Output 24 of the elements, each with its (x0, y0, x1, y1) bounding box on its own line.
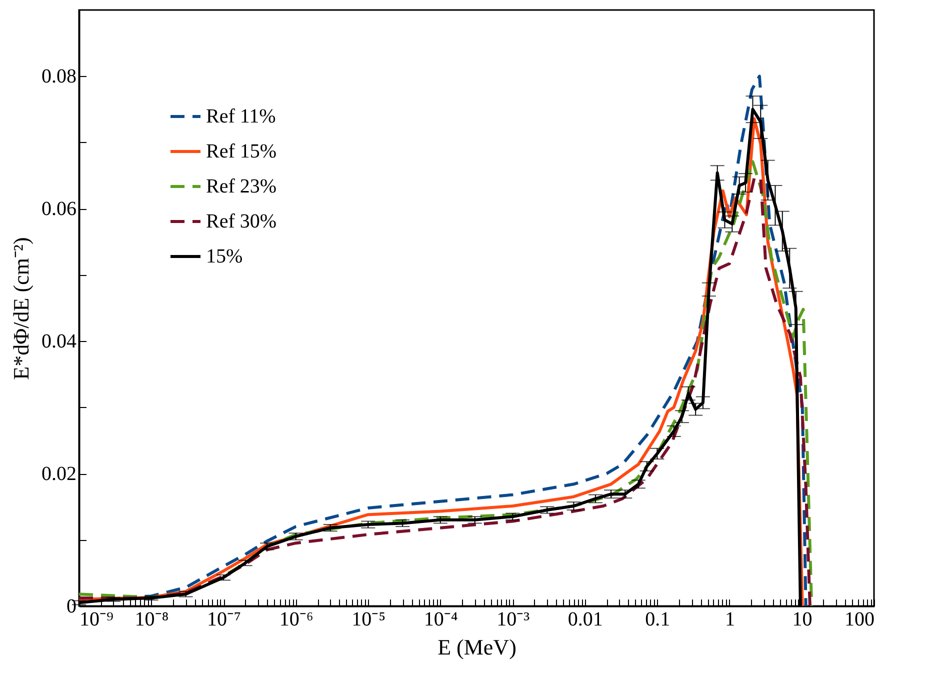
x-tick-label: 10⁻⁷ (207, 608, 242, 630)
x-tick-label: 10⁻⁴ (424, 608, 458, 630)
legend-label: Ref 11% (206, 106, 276, 128)
legend-label: Ref 30% (206, 210, 277, 232)
x-tick-label: 10 (792, 608, 812, 630)
x-tick-label: 10⁻⁹ (80, 608, 114, 630)
legend-label: Ref 15% (206, 140, 277, 162)
x-axis-title: E (MeV) (438, 634, 516, 660)
x-tick-label: 0.01 (568, 608, 603, 630)
x-tick-label: 10⁻⁵ (352, 608, 386, 630)
x-tick-label: 1 (724, 608, 735, 630)
y-tick-label: 0.06 (42, 198, 76, 220)
x-tick-label: 100 (844, 608, 874, 630)
y-tick-label: 0.02 (42, 463, 76, 486)
x-tick-label: 10⁻⁶ (279, 608, 314, 630)
x-tick-label: 0.1 (645, 608, 670, 630)
y-tick-label: 0 (66, 596, 76, 618)
legend-label: Ref 23% (206, 176, 277, 198)
x-tick-label: 10⁻³ (496, 608, 530, 630)
y-tick-label: 0.04 (42, 330, 76, 353)
y-axis-title: E*dΦ/dE (cm⁻²) (8, 237, 34, 380)
y-tick-label: 0.08 (42, 66, 76, 88)
x-tick-label: 10⁻⁸ (134, 608, 169, 630)
legend-label: 15% (206, 246, 243, 268)
